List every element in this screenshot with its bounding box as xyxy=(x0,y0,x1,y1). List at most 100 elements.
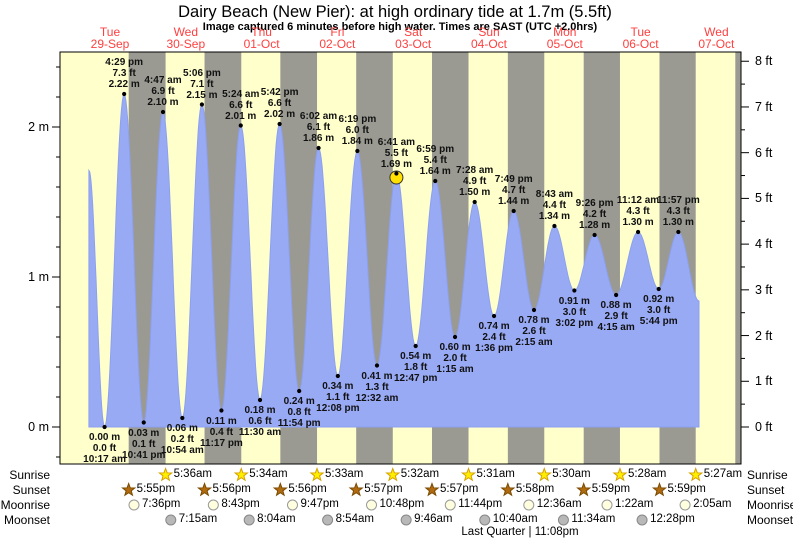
moonset-circle-icon xyxy=(400,514,412,526)
tide-point-dot xyxy=(531,307,537,313)
tide-label-line: 0.74 m xyxy=(478,321,510,332)
tide-high-label: 9:26 pm 4.2 ft 1.28 m xyxy=(576,198,614,231)
day-label-date: 29-Sep xyxy=(90,37,130,51)
moonrise-circle-icon xyxy=(679,499,691,511)
day-label-date: 02-Oct xyxy=(319,37,356,51)
tide-low-label: 0.54 m 1.8 ft 12:47 pm xyxy=(394,351,437,384)
moonset-time: 10:40am xyxy=(492,513,538,525)
tide-label-line: 10:41 pm xyxy=(122,449,166,461)
right-axis-label: 0 ft xyxy=(755,420,773,434)
tide-label-line: 10:54 am xyxy=(160,445,204,456)
sunset-star-icon xyxy=(576,482,592,497)
tide-label-line: 3.0 ft xyxy=(562,306,587,318)
tide-low-label: 0.03 m 0.1 ft 10:41 pm xyxy=(122,428,165,461)
left-axis-label: 0 m xyxy=(28,420,49,434)
tide-label-line: 7.1 ft xyxy=(190,78,214,90)
tide-area xyxy=(88,92,700,429)
moonset-circle-icon xyxy=(557,514,569,526)
tide-label-line: 12:08 pm xyxy=(316,403,360,414)
moonrise-time: 1:22am xyxy=(615,498,654,510)
astro-row-label-left: Sunrise xyxy=(9,468,50,482)
right-axis-label: 8 ft xyxy=(755,54,773,69)
moonrise-circle-icon xyxy=(444,499,456,511)
tide-label-line: 3.0 ft xyxy=(647,305,671,316)
tide-label-line: 0.6 ft xyxy=(248,416,272,427)
tide-label-line: 2:15 am xyxy=(515,337,553,348)
tide-low-label: 0.60 m 2.0 ft 1:15 am xyxy=(436,342,473,375)
tide-low-label: 0.11 m 0.4 ft 11:17 pm xyxy=(200,416,243,449)
day-label-date: 30-Sep xyxy=(166,37,206,51)
sunset-star-icon xyxy=(196,482,213,497)
tide-label-line: 6:02 am xyxy=(299,111,338,122)
tide-label-line: 4.3 ft xyxy=(666,206,690,217)
sunrise-time: 5:28am xyxy=(627,468,667,480)
day-label-weekday: Fri xyxy=(330,25,345,39)
tide-low-label: 0.18 m 0.6 ft 11:30 am xyxy=(239,405,281,438)
tide-high-label: 8:43 am 4.4 ft 1.34 m xyxy=(536,189,573,222)
moonrise-time: 10:48pm xyxy=(379,498,425,510)
moonrise-circle-icon xyxy=(601,499,613,511)
moonrise-circle-icon xyxy=(601,499,613,511)
sunset-star-icon xyxy=(121,482,137,497)
tide-label-line: 0.0 ft xyxy=(92,443,117,454)
moonset-circle-icon xyxy=(322,514,334,526)
moonset-time: 9:46am xyxy=(414,513,453,525)
sunset-star-icon xyxy=(121,482,137,497)
tide-label-line: 1.84 m xyxy=(341,136,373,147)
tide-low-label: 0.74 m 2.4 ft 1:36 pm xyxy=(475,321,513,354)
moonrise-circle-icon xyxy=(366,499,378,511)
day-label-date: 05-Oct xyxy=(546,37,583,51)
tide-label-line: 5:06 pm xyxy=(183,67,221,79)
day-label-weekday: Sun xyxy=(478,25,500,39)
tide-point-dot xyxy=(122,91,127,97)
chart-subtitle: Image captured 6 minutes before high wat… xyxy=(202,21,598,33)
tide-point-dot xyxy=(472,199,477,205)
sunrise-time: 5:34am xyxy=(249,468,288,480)
tide-label-line: 5:44 pm xyxy=(639,316,678,327)
tide-label-line: 6.1 ft xyxy=(306,122,331,133)
tide-low-label: 0.06 m 0.2 ft 10:54 am xyxy=(161,423,204,456)
moonset-circle-icon xyxy=(557,514,569,526)
moon-phase-footnote: Last Quarter | 11:08pm xyxy=(461,526,579,538)
moonset-time: 8:54am xyxy=(335,513,374,525)
day-label-weekday: Mon xyxy=(553,25,577,39)
moonset-circle-icon xyxy=(322,514,334,526)
tide-point-dot xyxy=(316,145,321,151)
day-label-weekday: Tue xyxy=(630,25,651,39)
day-label-weekday: Wed xyxy=(704,25,729,39)
moonset-time: 7:15am xyxy=(178,513,218,525)
tide-point-dot xyxy=(141,420,146,425)
moonrise-circle-icon xyxy=(207,499,219,511)
day-label-weekday: Wed xyxy=(173,25,199,39)
tide-label-line: 1.30 m xyxy=(662,217,694,228)
tide-point-dot xyxy=(491,313,497,319)
tide-label-line: 11:30 am xyxy=(238,427,282,438)
tide-high-label: 6:02 am 6.1 ft 1.86 m xyxy=(300,111,337,144)
tide-point-dot xyxy=(394,171,399,176)
tide-label-line: 0.06 m xyxy=(166,423,198,434)
tide-label-line: 2.9 ft xyxy=(604,311,628,322)
tide-label-line: 1:36 pm xyxy=(475,343,513,354)
moonset-circle-icon xyxy=(243,514,255,526)
tide-label-line: 1.34 m xyxy=(538,211,570,222)
tide-high-label: 7:28 am 4.9 ft 1.50 m xyxy=(456,165,493,198)
sunrise-time: 5:32am xyxy=(400,468,440,480)
tide-low-label: 0.92 m 3.0 ft 5:44 pm xyxy=(640,294,678,327)
tide-label-line: 6.6 ft xyxy=(229,99,253,111)
right-axis-label: 6 ft xyxy=(755,145,773,160)
tide-label-line: 5:42 pm xyxy=(260,87,299,98)
sunset-star-icon xyxy=(348,482,364,497)
tide-point-dot xyxy=(614,292,619,298)
plot-frame xyxy=(59,51,742,465)
tide-high-label: 5:42 pm 6.6 ft 2.02 m xyxy=(261,87,299,120)
tide-label-line: 4.9 ft xyxy=(463,176,487,187)
moonrise-time: 7:36pm xyxy=(142,498,181,510)
astro-row-label-right: Moonset xyxy=(747,513,793,527)
tide-high-label: 11:57 pm 4.3 ft 1.30 m xyxy=(657,195,700,228)
tide-label-line: 11:57 pm xyxy=(656,195,700,206)
tide-label-line: 5.5 ft xyxy=(384,147,409,159)
tide-label-line: 1.50 m xyxy=(459,187,491,198)
tide-label-line: 12:47 pm xyxy=(393,373,438,384)
sunset-star-icon xyxy=(576,482,592,497)
tide-label-line: 4:47 am xyxy=(144,75,182,86)
